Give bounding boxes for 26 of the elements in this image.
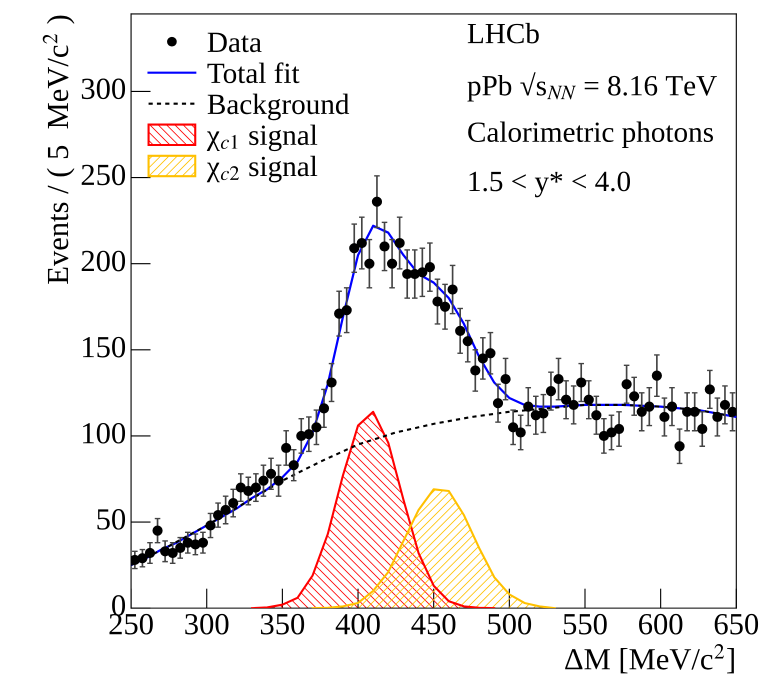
y-tick-label: 50 <box>97 509 126 530</box>
x-tick-label: 300 <box>185 614 228 634</box>
y-tick-label: 300 <box>82 78 126 100</box>
annotation: LHCb <box>468 22 539 44</box>
annotation: pPb √s$_{NN}$ = 8.16 TeV <box>467 72 717 102</box>
x-tick-label: 500 <box>488 614 532 634</box>
legend-label: χ$_{c2}$ signal <box>206 156 318 182</box>
x-tick-label: 650 <box>714 614 758 634</box>
x-tick-label: 450 <box>411 614 456 634</box>
legend-label: Data <box>208 32 262 52</box>
x-axis-title: ΔM [MeV/c$^{2}$] <box>565 644 734 674</box>
y-tick-label: 200 <box>82 250 126 272</box>
annotation: Calorimetric photons <box>468 122 713 148</box>
y-tick-label: 250 <box>82 164 126 186</box>
legend-label: Background <box>208 94 350 120</box>
x-tick-label: 350 <box>260 614 304 634</box>
annotation: 1.5 < y* < 4.0 <box>470 172 630 198</box>
legend-label: Total fit <box>207 62 300 84</box>
y-tick-label: 0 <box>112 595 126 616</box>
x-tick-label: 600 <box>639 614 682 634</box>
y-tick-label: 150 <box>83 336 126 358</box>
y-tick-label: 100 <box>83 422 126 444</box>
legend-label: χ$_{c1}$ signal <box>206 124 318 152</box>
x-tick-label: 550 <box>564 614 607 634</box>
y-axis-title: Events / ( 5 MeV/c$^{2}$ ) <box>42 16 74 284</box>
x-tick-label: 400 <box>336 614 380 634</box>
